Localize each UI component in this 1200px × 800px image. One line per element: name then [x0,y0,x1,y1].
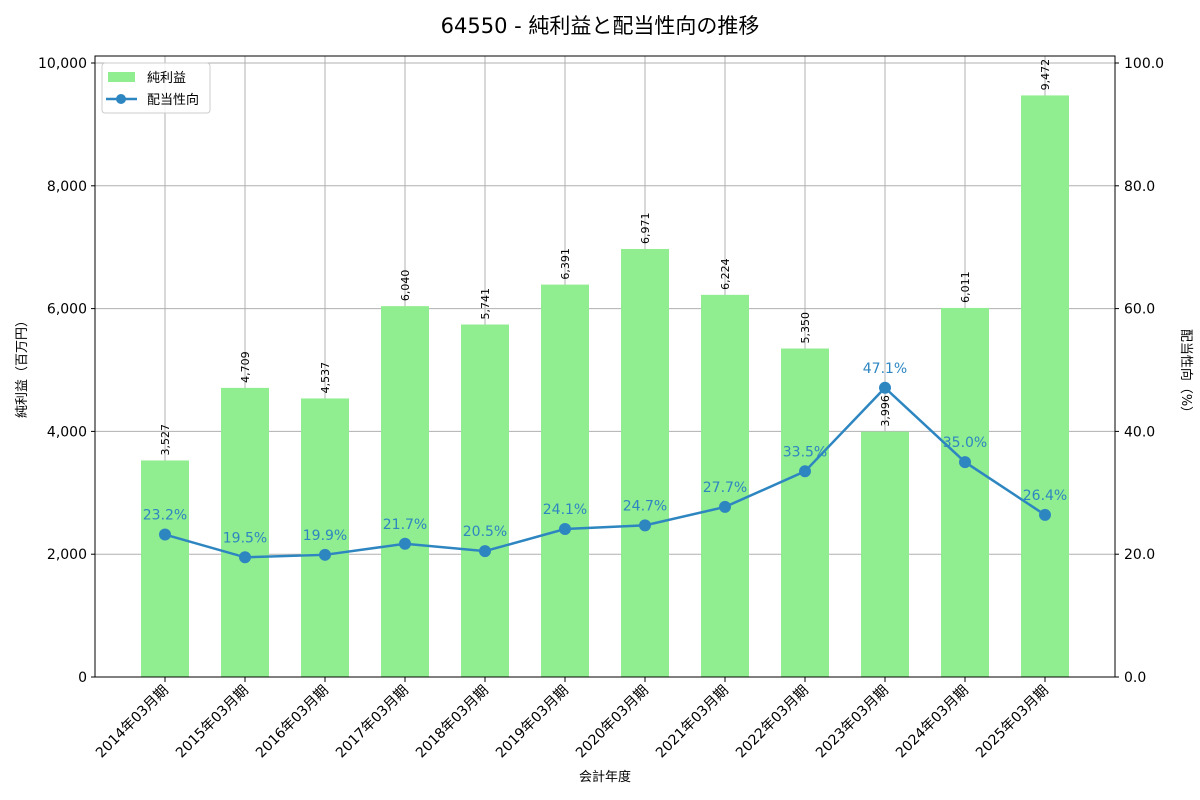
bar-value-label: 5,741 [479,288,492,320]
line-value-label: 26.4% [1023,488,1067,504]
y-axis-left: 0 2,000 4,000 6,000 8,000 10,000 [38,56,95,686]
y-tick-label: 8,000 [47,179,87,195]
y-tick-label: 6,000 [47,302,87,318]
line-marker [559,523,571,536]
bar-value-label: 6,391 [559,248,572,280]
line-value-label: 24.1% [543,502,587,518]
bar [941,307,989,677]
y-tick-label: 4,000 [47,424,87,440]
x-tick-label: 2021年03月期 [653,683,732,762]
bar-value-label: 4,709 [239,351,252,383]
bar-value-label: 6,040 [399,270,412,302]
bar [621,248,669,678]
y2-tick-label: 0.0 [1124,670,1146,686]
line-value-label: 35.0% [943,435,987,451]
line-marker [959,456,971,469]
x-axis-label: 会計年度 [579,769,631,785]
line-marker [879,381,891,394]
line-marker [319,548,331,561]
bar-series-net-income: 3,527 4,709 4,537 6,040 5,741 6,391 6,971 6,224… [141,59,1069,678]
bar [461,324,509,677]
y2-axis-label: 配当性向（%） [1178,329,1194,419]
x-tick-label: 2020年03月期 [573,683,652,762]
bar [701,294,749,677]
bar [221,387,269,677]
x-axis: 2014年03月期 2015年03月期 2016年03月期 2017年03月期 2018… [93,677,1052,761]
x-tick-label: 2016年03月期 [253,683,332,762]
line-marker [239,551,251,564]
bar-value-label: 6,011 [959,271,972,303]
bar-value-label: 5,350 [799,312,812,344]
bar [301,398,349,677]
chart-title: 64550 - 純利益と配当性向の推移 [441,14,760,38]
line-value-label: 23.2% [143,508,187,524]
y2-tick-label: 80.0 [1124,179,1155,195]
line-marker [159,528,171,541]
x-tick-label: 2024年03月期 [893,683,972,762]
bar [541,284,589,677]
bar-value-label: 3,527 [159,424,172,456]
line-marker [479,545,491,558]
legend: 純利益 配当性向 [101,62,211,114]
bar-value-label: 9,472 [1039,59,1052,91]
line-marker [799,465,811,478]
line-value-label: 24.7% [623,498,667,514]
bar-value-label: 4,537 [319,362,332,394]
bar [861,431,909,677]
line-marker [399,537,411,550]
bar [141,460,189,677]
x-tick-label: 2025年03月期 [973,683,1052,762]
line-value-label: 47.1% [863,361,907,377]
y2-tick-label: 100.0 [1124,56,1164,72]
x-tick-label: 2019年03月期 [493,683,572,762]
x-tick-label: 2023年03月期 [813,683,892,762]
line-marker [719,500,731,513]
line-value-label: 19.9% [303,528,347,544]
legend-marker-line [116,94,126,104]
y-tick-label: 10,000 [38,56,87,72]
x-tick-label: 2022年03月期 [733,683,812,762]
line-value-label: 33.5% [783,444,827,460]
line-value-label: 21.7% [383,517,427,533]
line-marker [639,519,651,532]
legend-label-payout-ratio: 配当性向 [147,92,199,108]
line-value-label: 20.5% [463,524,507,540]
line-series-payout-ratio: 23.2% 19.5% 19.9% 21.7% 20.5% 24.1% 24.7% 27.7%… [143,361,1067,564]
y-tick-label: 2,000 [47,547,87,563]
bar-value-label: 3,996 [879,395,892,427]
line-marker [1039,508,1051,521]
line-value-label: 19.5% [223,530,267,546]
line-value-label: 27.7% [703,480,747,496]
bar-value-label: 6,971 [639,212,652,244]
legend-label-net-income: 純利益 [147,71,186,86]
bar [781,348,829,677]
bar [381,306,429,677]
y-axis-label: 純利益（百万円） [15,314,30,418]
bar [1021,95,1069,678]
y2-tick-label: 40.0 [1124,424,1155,440]
bar-value-label: 6,224 [719,258,732,290]
x-tick-label: 2015年03月期 [173,683,252,762]
y-tick-label: 0 [78,670,87,686]
x-tick-label: 2014年03月期 [93,683,172,762]
y2-tick-label: 20.0 [1124,547,1155,563]
x-tick-label: 2018年03月期 [413,683,492,762]
x-tick-label: 2017年03月期 [333,683,412,762]
legend-swatch-bar [108,72,135,82]
y2-tick-label: 60.0 [1124,302,1155,318]
y-axis-right: 0.0 20.0 40.0 60.0 80.0 100.0 [1115,56,1164,686]
plot-frame [94,55,1116,678]
